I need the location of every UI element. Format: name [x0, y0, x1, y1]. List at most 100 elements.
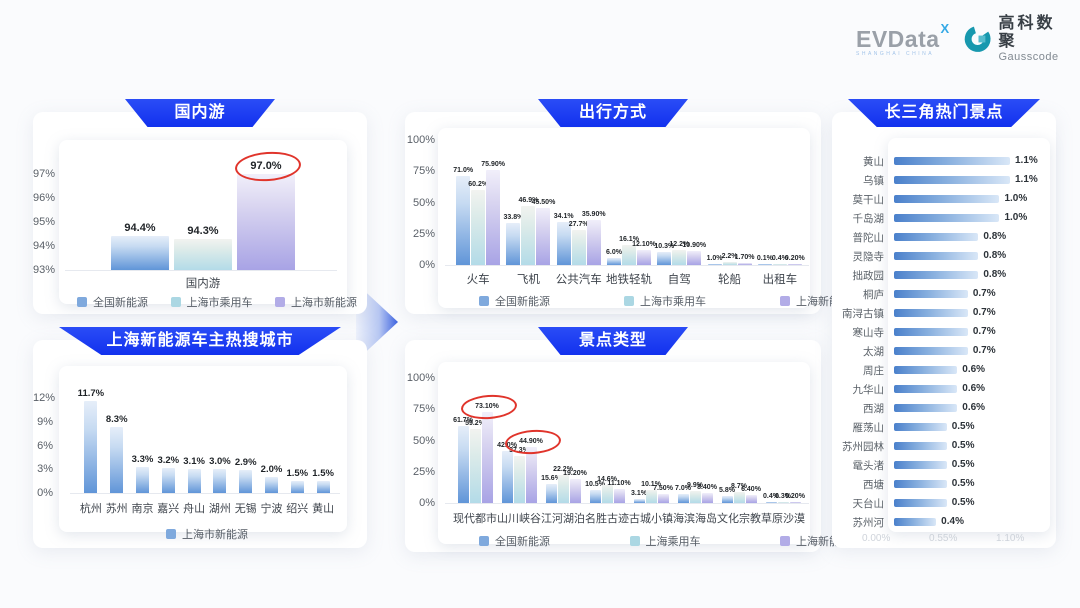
y-axis-tick: 3% [37, 463, 53, 476]
category-label: 公共汽车 [555, 274, 602, 286]
bar-嘉兴-上海市新能源 [161, 467, 175, 493]
legend-label: 上海市乘用车 [186, 297, 253, 309]
bar-value-label: 0.3% [775, 493, 791, 500]
x-axis-line [70, 493, 340, 494]
spot-name-普陀山: 普陀山 [852, 232, 885, 244]
spot-value-label: 0.5% [951, 478, 975, 489]
bar-value-label: 0.4% [771, 255, 788, 262]
spot-name-乌镇: 乌镇 [863, 175, 884, 187]
bar-地铁轻轨-全国新能源 [607, 257, 621, 265]
legend: 上海市新能源 [68, 526, 346, 542]
bar-value-label: 35.90% [581, 211, 606, 219]
legend-item-上海市新能源: 上海市新能源 [275, 294, 357, 310]
bar-名胜古迹-上海新能源 [613, 489, 625, 503]
category-label: 文化宗教 [717, 513, 761, 525]
spot-bar-南浔古镇 [894, 309, 968, 317]
category-label: 海滨海岛 [673, 513, 717, 525]
bar-value-label: 6.0% [606, 248, 622, 256]
bar-山川峡谷-上海乘用车 [513, 456, 525, 503]
spot-bar-天台山 [894, 499, 947, 507]
bar-value-label: 11.7% [77, 387, 105, 399]
bar-value-label: 60.2% [468, 180, 489, 188]
bar-黄山-上海市新能源 [316, 481, 330, 493]
bar-value-label: 22.2% [553, 466, 573, 474]
evdata-wordmark: EVData [856, 26, 940, 52]
y-axis-tick: 6% [37, 439, 53, 452]
bar-value-label: 6.40% [741, 486, 761, 493]
spot-bar-苏州园林 [894, 442, 947, 450]
legend-item-上海市新能源: 上海市新能源 [166, 526, 248, 542]
bar-value-label: 2.2% [721, 253, 738, 261]
category-label: 山川峡谷 [497, 513, 541, 525]
bar-自驾-上海新能源 [687, 251, 702, 265]
legend-item-全国新能源: 全国新能源 [77, 294, 148, 310]
category-label: 国内游 [185, 278, 221, 290]
bar-绍兴-上海市新能源 [290, 481, 304, 493]
spot-name-桐庐: 桐庐 [863, 289, 884, 301]
category-label: 古城小镇 [629, 513, 673, 525]
bar-value-label: 7.0% [675, 485, 691, 493]
bar-value-label: 11.10% [607, 480, 631, 488]
bar-现代都市-上海乘用车 [469, 429, 481, 503]
bar-江河湖泊-上海乘用车 [557, 475, 569, 503]
legend: 全国新能源 上海乘用车 上海新能源 [443, 533, 887, 549]
bar-地铁轻轨-上海新能源 [637, 249, 651, 265]
category-label: 舟山 [183, 503, 206, 515]
category-label: 地铁轻轨 [606, 274, 652, 286]
legend-swatch [624, 296, 634, 306]
bar-草原沙漠-上海乘用车 [777, 502, 789, 503]
bar-火车-上海新能源 [486, 170, 501, 265]
bar-名胜古迹-上海乘用车 [601, 484, 613, 503]
bar-value-label: 0.4% [763, 493, 779, 500]
header-logos: EVDataX SHANGHAI CHINA 高科数聚 Gausscode [856, 15, 1068, 62]
category-label: 轮船 [718, 274, 742, 286]
legend-item-全国新能源: 全国新能源 [479, 533, 550, 549]
y-axis-tick: 94% [33, 240, 56, 252]
bar-value-label: 10.3% [654, 243, 675, 251]
bar-文化宗教-全国新能源 [721, 495, 733, 503]
bar-value-label: 5.8% [719, 486, 735, 494]
legend-swatch [275, 297, 285, 307]
spot-bar-莫干山 [894, 195, 1000, 203]
category-label: 江河湖泊 [541, 513, 585, 525]
bar-古城小镇-上海乘用车 [645, 490, 657, 503]
ghost-axis-tick: 0.00% [862, 533, 891, 544]
y-axis-tick: 0% [37, 487, 53, 499]
spot-value-label: 1.0% [1004, 193, 1028, 204]
category-label: 南京 [131, 503, 154, 515]
bar-value-label: 3.0% [209, 456, 231, 468]
y-axis-tick: 96% [33, 192, 56, 204]
gausscode-text: 高科数聚 Gausscode [998, 15, 1068, 62]
bar-国内游-全国新能源 [111, 236, 169, 270]
legend-item-全国新能源: 全国新能源 [479, 293, 550, 309]
bar-地铁轻轨-上海市乘用车 [622, 244, 636, 265]
x-axis-line [65, 270, 337, 271]
legend-label: 上海乘用车 [645, 536, 701, 548]
gausscode-g-icon [964, 26, 991, 52]
x-axis-line [445, 265, 809, 266]
bar-无锡-上海市新能源 [239, 470, 253, 493]
bar-南京-上海市新能源 [136, 466, 149, 493]
bar-文化宗教-上海乘用车 [733, 492, 745, 503]
spot-name-南浔古镇: 南浔古镇 [842, 308, 884, 320]
bar-value-label: 1.0% [706, 254, 723, 262]
ghost-axis-tick: 1.10% [996, 533, 1025, 544]
spot-bar-西湖 [894, 404, 958, 412]
category-label: 嘉兴 [157, 503, 180, 515]
bar-value-label: 75.90% [481, 161, 506, 169]
bar-value-label: 14.6% [597, 475, 617, 483]
bar-value-label: 3.2% [157, 454, 180, 466]
spot-name-苏州河: 苏州河 [852, 517, 885, 529]
bar-轮船-上海新能源 [737, 262, 752, 265]
bar-山川峡谷-上海新能源 [525, 446, 537, 503]
bar-飞机-上海新能源 [536, 208, 551, 265]
legend-swatch [166, 529, 176, 539]
y-axis-tick: 75% [412, 165, 435, 178]
bar-火车-全国新能源 [456, 176, 471, 265]
category-label: 无锡 [234, 503, 257, 515]
evdata-x-icon: X [940, 21, 950, 36]
bar-value-label: 71.0% [453, 167, 474, 175]
spot-bar-拙政园 [894, 271, 979, 279]
bar-value-label: 0.20% [785, 493, 805, 500]
legend-label: 上海市新能源 [291, 297, 357, 309]
